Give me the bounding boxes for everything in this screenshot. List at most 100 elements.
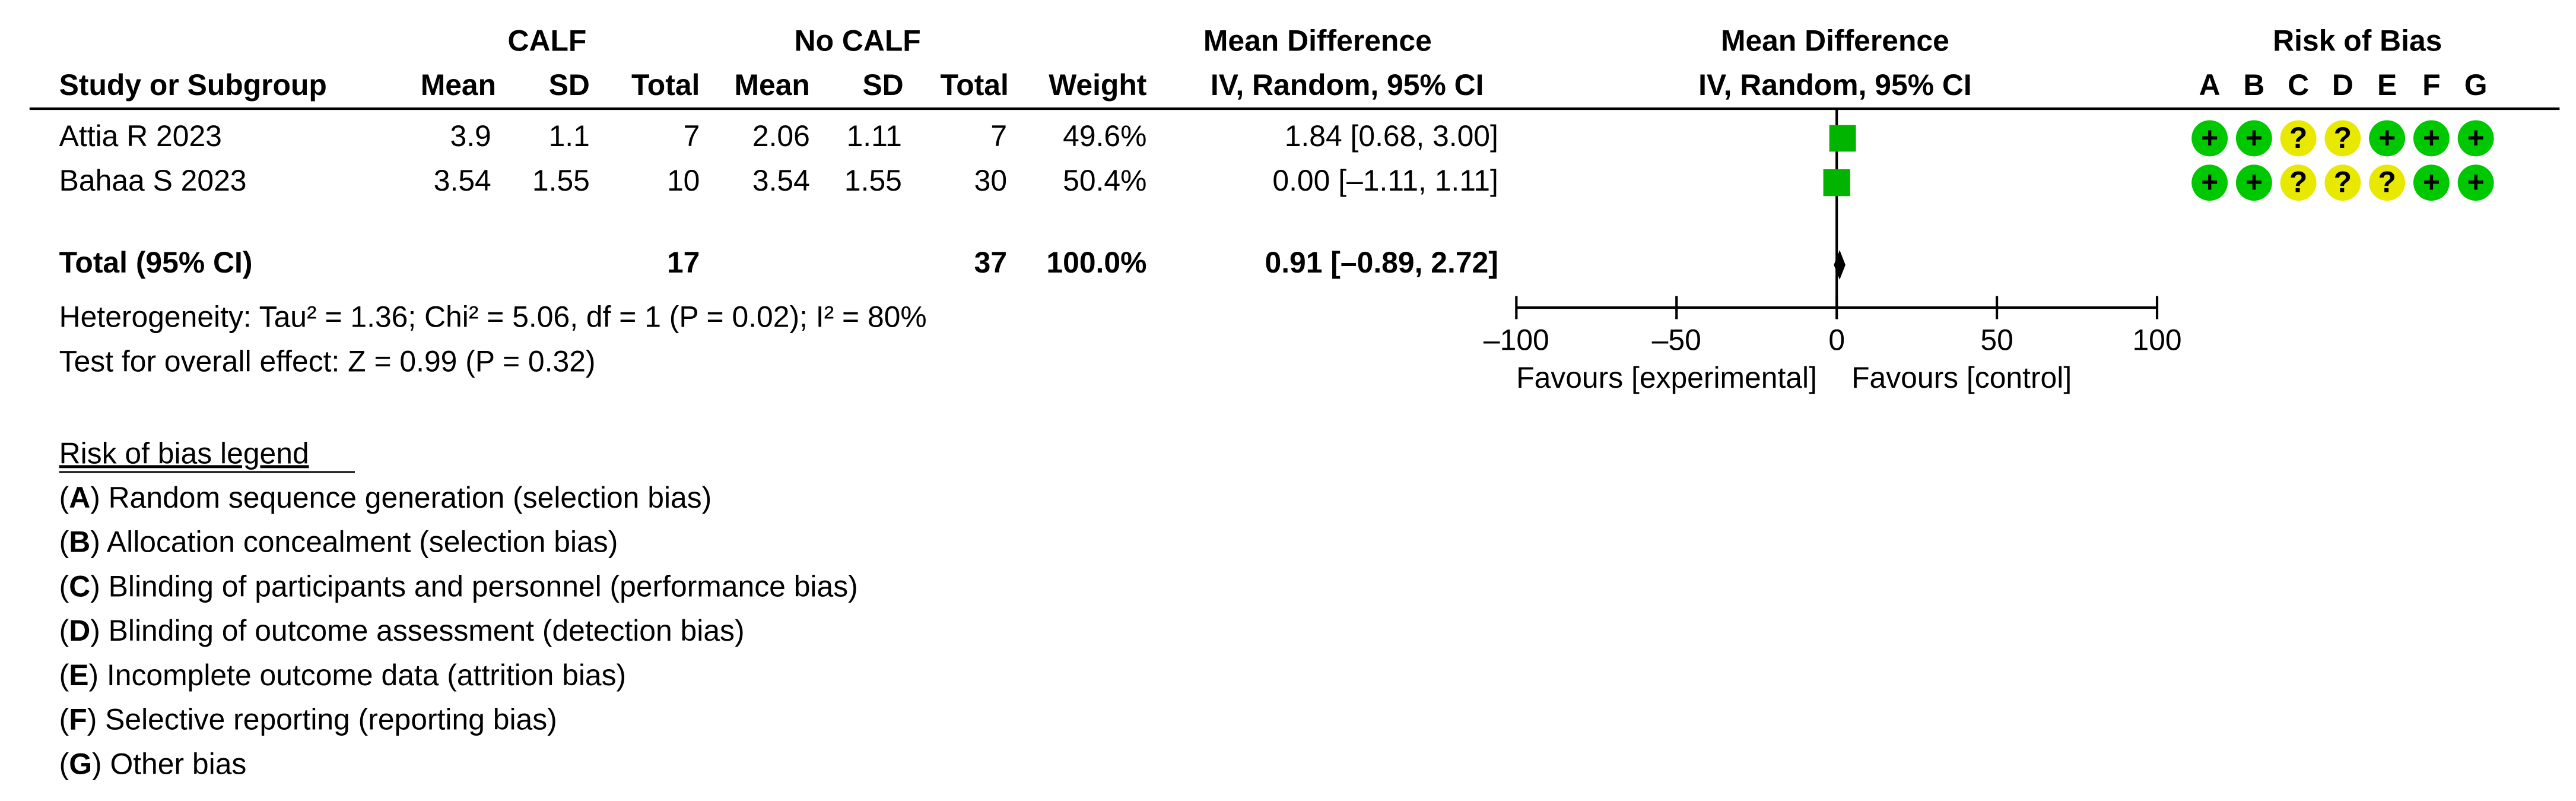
overall-effect: Test for overall effect: Z = 0.99 (P = 0… bbox=[59, 344, 596, 378]
bias-symbol: ? bbox=[2378, 166, 2396, 199]
legend-prefix: ( bbox=[59, 703, 69, 736]
legend-letter: B bbox=[69, 525, 90, 559]
table-cell: 7 bbox=[990, 119, 1007, 153]
bias-symbol: ? bbox=[2334, 166, 2352, 199]
bias-circle bbox=[2369, 164, 2406, 201]
table-cell: 7 bbox=[684, 119, 700, 153]
x-tick-label: –50 bbox=[1652, 323, 1701, 356]
bias-circle bbox=[2235, 120, 2272, 157]
legend-prefix: ( bbox=[59, 570, 69, 603]
bias-circle bbox=[2280, 120, 2317, 157]
bias-circle bbox=[2191, 120, 2228, 157]
legend-letter: A bbox=[69, 481, 90, 514]
legend-letter: D bbox=[69, 614, 90, 647]
bias-circle bbox=[2280, 164, 2317, 201]
column-header: Mean bbox=[734, 68, 809, 102]
column-header: Total bbox=[941, 68, 1009, 102]
bias-symbol: + bbox=[2423, 121, 2440, 154]
effect-square bbox=[1829, 125, 1856, 152]
favours-right: Favours [control] bbox=[1851, 361, 2072, 394]
column-header: SD bbox=[549, 68, 590, 102]
column-header: Total bbox=[631, 68, 700, 102]
bias-domain: F bbox=[2422, 68, 2440, 102]
legend-letter: E bbox=[69, 658, 88, 692]
bias-symbol: + bbox=[2201, 166, 2218, 199]
group-header: Risk of Bias bbox=[2273, 24, 2442, 58]
weight-label: 50.4% bbox=[1063, 164, 1146, 197]
group-header: No CALF bbox=[795, 24, 921, 58]
column-header: IV, Random, 95% CI bbox=[1211, 68, 1484, 102]
table-cell: 30 bbox=[974, 164, 1007, 197]
table-cell: 3.54 bbox=[752, 164, 810, 197]
table-cell: 3.54 bbox=[434, 164, 491, 197]
bias-symbol: + bbox=[2423, 166, 2440, 199]
total-n: 37 bbox=[974, 246, 1007, 279]
bias-circle bbox=[2413, 164, 2450, 201]
legend-text: ) Incomplete outcome data (attrition bia… bbox=[89, 658, 627, 692]
legend-letter: C bbox=[69, 570, 90, 603]
table-cell: 1.1 bbox=[549, 119, 590, 153]
legend-item: (G) Other bias bbox=[59, 748, 247, 781]
bias-symbol: + bbox=[2467, 166, 2485, 199]
legend-text: ) Other bias bbox=[92, 748, 246, 781]
bias-circle bbox=[2457, 164, 2494, 201]
bias-domain: D bbox=[2332, 68, 2353, 102]
weight-label: 49.6% bbox=[1063, 119, 1146, 153]
bias-domain: A bbox=[2199, 68, 2221, 102]
bias-symbol: + bbox=[2378, 121, 2396, 154]
x-tick-label: –100 bbox=[1484, 323, 1549, 356]
effect-square bbox=[1823, 169, 1850, 197]
bias-domain: B bbox=[2243, 68, 2264, 102]
x-tick-label: 50 bbox=[1980, 323, 2013, 356]
group-header: Mean Difference bbox=[1203, 24, 1432, 58]
plot-header: IV, Random, 95% CI bbox=[1698, 68, 1972, 102]
total-label: Total (95% CI) bbox=[59, 246, 253, 279]
legend-letter: G bbox=[69, 748, 92, 781]
x-tick-label: 0 bbox=[1828, 323, 1845, 356]
bias-symbol: + bbox=[2245, 121, 2263, 154]
column-header: SD bbox=[862, 68, 903, 102]
total-effect: 0.91 [–0.89, 2.72] bbox=[1265, 246, 1498, 279]
legend-item: (E) Incomplete outcome data (attrition b… bbox=[59, 658, 626, 692]
total-weight: 100.0% bbox=[1046, 246, 1146, 279]
study-name: Attia R 2023 bbox=[59, 119, 222, 153]
column-header: Study or Subgroup bbox=[59, 68, 327, 102]
table-cell: 1.55 bbox=[532, 164, 590, 197]
bias-symbol: ? bbox=[2289, 121, 2307, 154]
bias-symbol: ? bbox=[2289, 166, 2307, 199]
table-cell: 1.11 bbox=[847, 119, 902, 153]
legend-item: (D) Blinding of outcome assessment (dete… bbox=[59, 614, 745, 647]
legend-prefix: ( bbox=[59, 748, 69, 781]
table-cell: 10 bbox=[667, 164, 700, 197]
bias-circle bbox=[2369, 120, 2406, 157]
legend-text: ) Random sequence generation (selection … bbox=[90, 481, 712, 514]
legend-item: (C) Blinding of participants and personn… bbox=[59, 570, 858, 603]
heterogeneity: Heterogeneity: Tau² = 1.36; Chi² = 5.06,… bbox=[59, 300, 927, 334]
bias-circle bbox=[2235, 164, 2272, 201]
bias-symbol: + bbox=[2467, 121, 2485, 154]
group-header: Mean Difference bbox=[1721, 24, 1949, 58]
bias-circle bbox=[2457, 120, 2494, 157]
legend-text: ) Blinding of outcome assessment (detect… bbox=[90, 614, 744, 647]
bias-circle bbox=[2413, 120, 2450, 157]
legend-prefix: ( bbox=[59, 658, 69, 692]
group-header: CALF bbox=[507, 24, 586, 58]
x-tick-label: 100 bbox=[2132, 323, 2181, 356]
legend-letter: F bbox=[69, 703, 87, 736]
table-cell: 1.55 bbox=[844, 164, 902, 197]
legend-text: ) Blinding of participants and personnel… bbox=[90, 570, 857, 603]
bias-circle bbox=[2324, 164, 2361, 201]
bias-symbol: + bbox=[2245, 166, 2263, 199]
bias-circle bbox=[2191, 164, 2228, 201]
column-header: Weight bbox=[1049, 68, 1146, 102]
effect-label: 0.00 [–1.11, 1.11] bbox=[1272, 164, 1498, 197]
bias-domain: C bbox=[2288, 68, 2309, 102]
effect-label: 1.84 [0.68, 3.00] bbox=[1285, 119, 1498, 153]
bias-circle bbox=[2324, 120, 2361, 157]
bias-symbol: ? bbox=[2334, 121, 2352, 154]
study-name: Bahaa S 2023 bbox=[59, 164, 247, 197]
favours-left: Favours [experimental] bbox=[1516, 361, 1817, 394]
column-header: Mean bbox=[421, 68, 496, 102]
legend-item: (F) Selective reporting (reporting bias) bbox=[59, 703, 557, 736]
